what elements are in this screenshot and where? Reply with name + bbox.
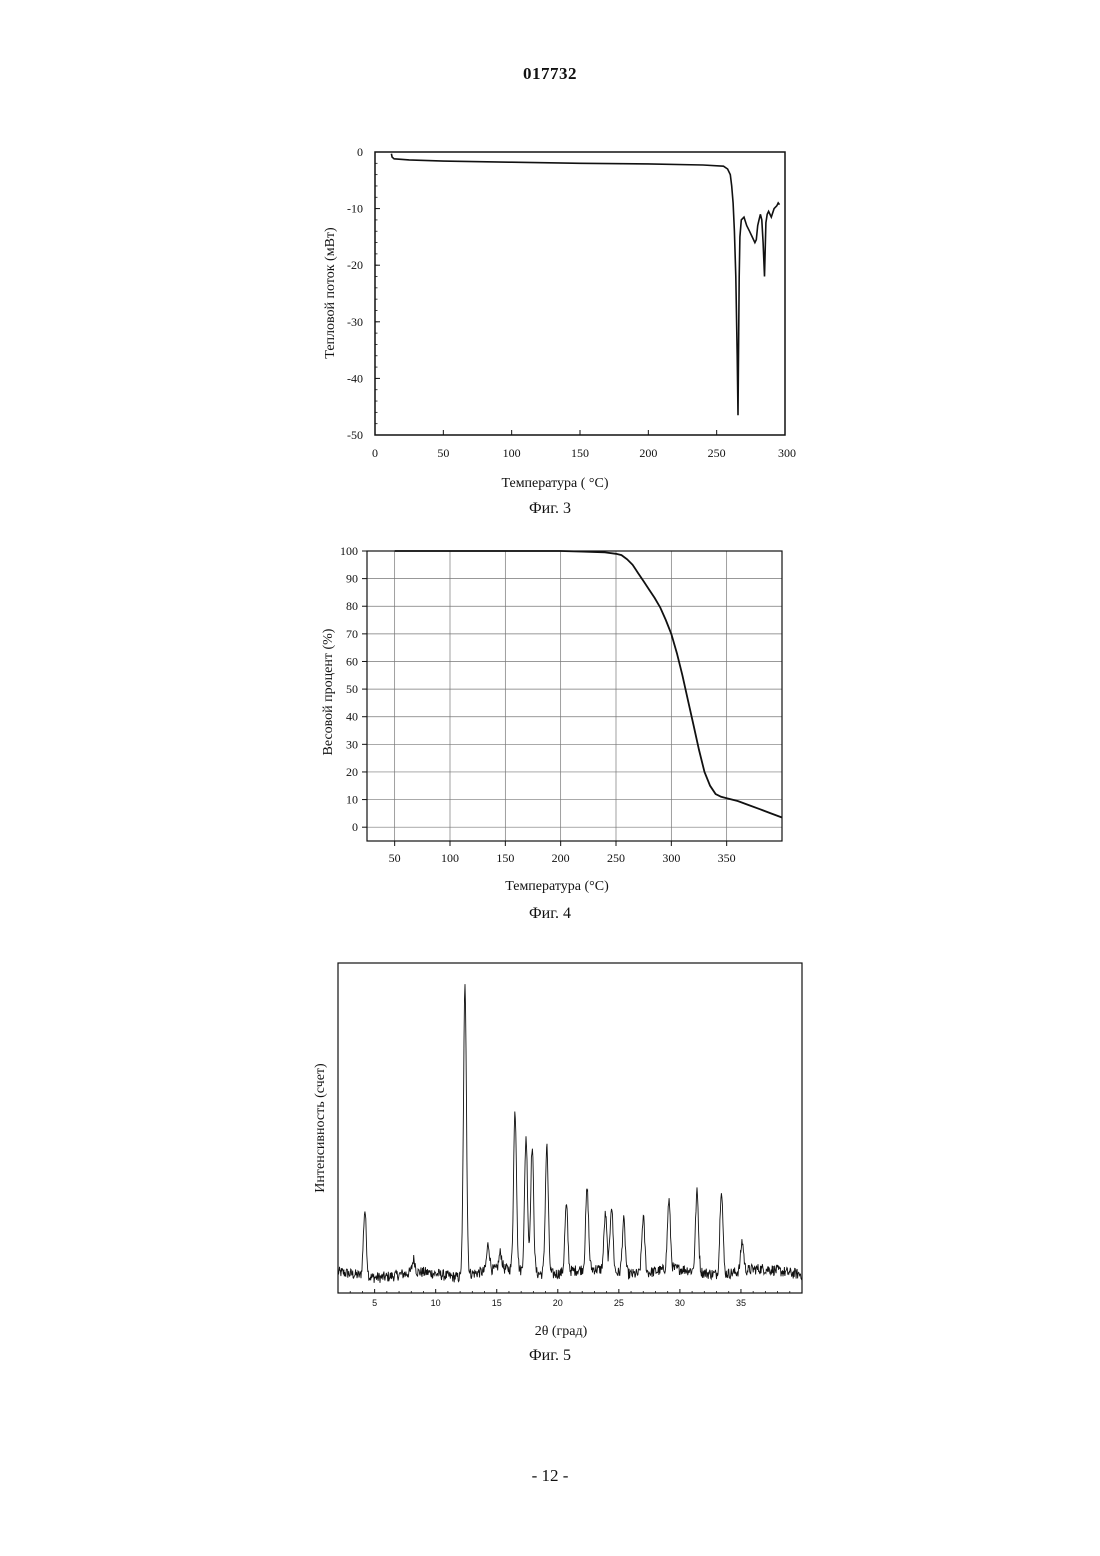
x-tick-label: 50 (389, 851, 401, 865)
tick-group: 50 100 150 200 250 300 350 0 10 20 30 40 50 60 70 80 90 1… (340, 544, 736, 865)
x-tick-label: 100 (503, 446, 521, 460)
x-tick-label: 10 (431, 1298, 441, 1308)
x-tick-label: 200 (639, 446, 657, 460)
y-tick-label: 60 (346, 654, 358, 668)
document-number: 017732 (0, 64, 1100, 84)
tick-group: 5 10 15 20 25 30 35 (338, 1289, 790, 1308)
grid-group (367, 551, 782, 841)
y-tick-label: 80 (346, 599, 358, 613)
y-tick-label: -10 (347, 202, 363, 216)
figure-caption: Фиг. 5 (529, 1347, 571, 1364)
x-tick-label: 15 (492, 1298, 502, 1308)
y-tick-label: -40 (347, 371, 363, 385)
y-tick-label: 90 (346, 572, 358, 586)
x-tick-label: 150 (496, 851, 514, 865)
y-axis-title: Интенсивность (счет) (313, 1063, 328, 1193)
x-tick-label: 300 (662, 851, 680, 865)
y-tick-label: 50 (346, 682, 358, 696)
x-tick-label: 5 (372, 1298, 377, 1308)
y-tick-label: 10 (346, 793, 358, 807)
figure-3-dsc-chart: 0 50 100 150 200 250 300 0 -10 -20 -30 -40 -50 Темпе… (0, 130, 1100, 525)
y-tick-label: 40 (346, 710, 358, 724)
plot-frame (367, 551, 782, 841)
x-tick-label: 200 (552, 851, 570, 865)
y-tick-label: 30 (346, 737, 358, 751)
figure-4-tga-chart: 50 100 150 200 250 300 350 0 10 20 30 40 50 60 70 80 90 1… (0, 535, 1100, 930)
y-tick-label: -20 (347, 258, 363, 272)
heat-flow-line (391, 154, 779, 416)
y-tick-label: 100 (340, 544, 358, 558)
x-tick-label: 350 (718, 851, 736, 865)
x-tick-label: 50 (437, 446, 449, 460)
weight-percent-line (395, 551, 782, 818)
x-tick-label: 250 (607, 851, 625, 865)
x-tick-label: 300 (778, 446, 796, 460)
y-tick-label: -50 (347, 428, 363, 442)
x-tick-label: 250 (708, 446, 726, 460)
y-tick-label: 70 (346, 627, 358, 641)
y-tick-label: 0 (352, 820, 358, 834)
x-tick-label: 150 (571, 446, 589, 460)
figure-caption: Фиг. 4 (529, 905, 571, 922)
x-axis-title: Температура ( °С) (501, 476, 608, 491)
x-tick-label: 30 (675, 1298, 685, 1308)
page-number: - 12 - (0, 1466, 1100, 1486)
figure-5-xrpd-chart: 5 10 15 20 25 30 35 2θ (град) Интенсивность (с… (0, 945, 1100, 1370)
tick-group: 0 50 100 150 200 250 300 0 -10 -20 -30 -40 -50 (347, 145, 796, 460)
plot-frame (375, 152, 785, 435)
y-tick-label: -30 (347, 315, 363, 329)
diffraction-pattern-line (338, 984, 802, 1283)
x-tick-label: 0 (372, 446, 378, 460)
x-tick-label: 20 (553, 1298, 563, 1308)
y-axis-title: Тепловой поток (мВт) (323, 227, 338, 359)
y-tick-label: 0 (357, 145, 363, 159)
figure-caption: Фиг. 3 (529, 500, 571, 517)
x-axis-title: 2θ (град) (535, 1324, 588, 1339)
x-tick-label: 25 (614, 1298, 624, 1308)
y-tick-label: 20 (346, 765, 358, 779)
x-axis-title: Температура (°С) (505, 879, 609, 894)
y-axis-title: Весовой процент (%) (321, 628, 336, 755)
plot-frame (338, 963, 802, 1293)
x-tick-label: 35 (736, 1298, 746, 1308)
x-tick-label: 100 (441, 851, 459, 865)
